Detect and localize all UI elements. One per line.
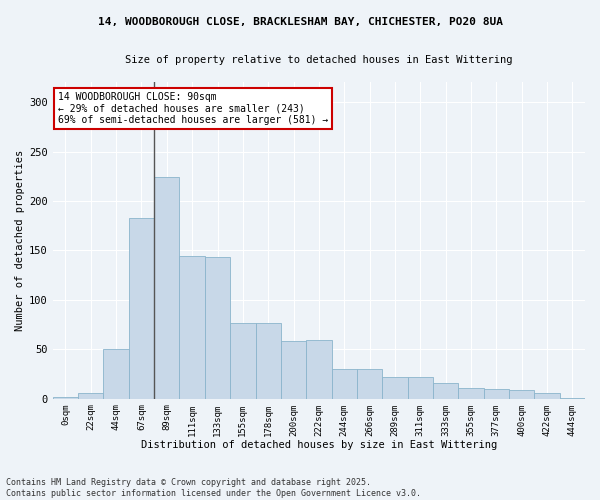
Bar	[357, 369, 382, 398]
Bar	[154, 178, 179, 398]
Bar	[179, 256, 205, 398]
Y-axis label: Number of detached properties: Number of detached properties	[15, 150, 25, 331]
Bar	[129, 218, 154, 398]
Bar	[433, 383, 458, 398]
Bar	[382, 377, 407, 398]
Bar	[230, 322, 256, 398]
Bar	[78, 393, 103, 398]
Bar	[509, 390, 535, 398]
Bar	[256, 322, 281, 398]
Bar	[535, 393, 560, 398]
Bar	[281, 342, 306, 398]
Text: 14 WOODBOROUGH CLOSE: 90sqm
← 29% of detached houses are smaller (243)
69% of se: 14 WOODBOROUGH CLOSE: 90sqm ← 29% of det…	[58, 92, 328, 125]
Bar	[103, 350, 129, 399]
Bar	[205, 258, 230, 398]
Title: Size of property relative to detached houses in East Wittering: Size of property relative to detached ho…	[125, 55, 512, 65]
Bar	[306, 340, 332, 398]
Bar	[407, 377, 433, 398]
Text: 14, WOODBOROUGH CLOSE, BRACKLESHAM BAY, CHICHESTER, PO20 8UA: 14, WOODBOROUGH CLOSE, BRACKLESHAM BAY, …	[97, 18, 503, 28]
Text: Contains HM Land Registry data © Crown copyright and database right 2025.
Contai: Contains HM Land Registry data © Crown c…	[6, 478, 421, 498]
Bar	[53, 396, 78, 398]
Bar	[332, 369, 357, 398]
Bar	[458, 388, 484, 398]
X-axis label: Distribution of detached houses by size in East Wittering: Distribution of detached houses by size …	[141, 440, 497, 450]
Bar	[484, 389, 509, 398]
